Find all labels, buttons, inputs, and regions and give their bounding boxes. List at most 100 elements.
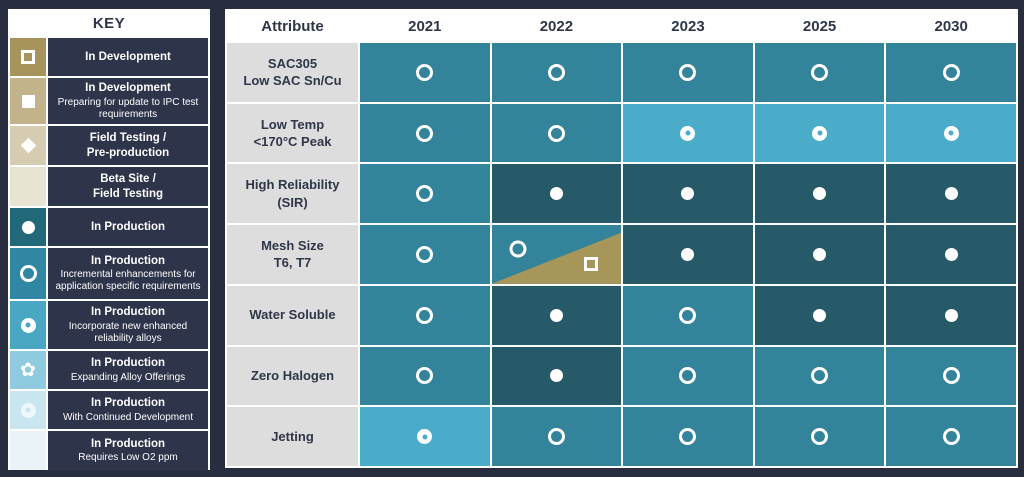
key-swatch [10,431,46,470]
key-item-label: In Production Incremental enhancements fo… [48,248,208,299]
key-item-subtitle: Incremental enhancements for application… [55,269,201,293]
key-title: KEY [10,11,208,36]
status-cell [360,164,490,224]
status-cell [491,285,622,345]
status-cell [623,346,753,406]
open-square-icon [21,50,35,64]
attribute-cell: SAC305 Low SAC Sn/Cu [227,43,358,102]
key-panel: KEY In Development In Development Preparin… [8,9,210,470]
status-cell [491,164,622,224]
filled-circle-icon [549,369,563,383]
bullseye-icon [417,429,433,445]
key-item-title: Beta Site / Field Testing [92,172,164,200]
key-item-label: In Production Requires Low O2 ppm [48,431,208,470]
key-swatch [10,248,46,299]
status-cell [754,225,885,284]
key-item-subtitle: Expanding Alloy Offerings [70,371,186,383]
status-cell [360,285,490,345]
status-cell [623,225,753,284]
filled-circle-icon [549,308,563,322]
open-circle-icon [811,63,829,81]
filled-diamond-icon [20,137,36,154]
status-cell [360,103,490,163]
open-circle-icon [547,428,565,446]
open-circle-icon [679,428,697,446]
status-cell [360,407,490,466]
bullseye-icon [943,125,959,141]
filled-circle-icon [813,187,827,201]
status-cell [886,43,1016,102]
filled-circle-icon [681,247,695,261]
open-circle-icon [416,63,434,81]
column-header-year: 2022 [491,11,622,41]
key-item-title: In Production [90,437,166,450]
status-cell [491,43,622,102]
status-cell [754,407,885,466]
attribute-cell: Water Soluble [227,285,358,345]
key-item-title: In Development [85,82,171,95]
open-circle-icon [547,124,565,142]
column-header-attribute: Attribute [227,11,358,41]
status-cell [623,407,753,466]
key-item-title: Field Testing / Pre-production [86,131,170,159]
key-item-title: In Production [90,357,166,370]
open-circle-icon [547,63,565,81]
key-swatch [10,126,46,165]
filled-circle-icon [21,220,35,234]
status-cell [623,103,753,163]
open-circle-icon [679,367,697,385]
status-cell [491,225,622,284]
key-item-subtitle: With Continued Development [62,411,194,423]
key-swatch [10,208,46,246]
open-circle-icon [942,63,960,81]
filled-circle-icon [944,187,958,201]
key-swatch [10,167,46,206]
status-cell [886,407,1016,466]
roadmap-table: Attribute 2021 2022 2023 2025 2030 SAC305 Low … [225,9,1018,468]
bullseye-icon [20,317,36,333]
open-circle-icon [509,240,526,258]
key-item-label: In Production Incorporate new enhanced re… [48,301,208,349]
status-cell [886,225,1016,284]
key-item-title: In Production [90,220,166,233]
key-item-subtitle: Incorporate new enhanced reliability all… [68,320,188,344]
attribute-cell: Zero Halogen [227,346,358,406]
attribute-cell: Mesh Size T6, T7 [227,225,358,284]
key-item: In Development Preparing for update to IP… [10,78,208,124]
status-cell [886,346,1016,406]
status-cell [360,225,490,284]
key-item: Beta Site / Field Testing [10,167,208,206]
filled-circle-icon [944,308,958,322]
open-circle-icon [416,367,434,385]
status-cell [623,285,753,345]
status-cell [754,43,885,102]
status-cell [754,346,885,406]
status-cell [360,346,490,406]
key-item: In Production Incorporate new enhanced re… [10,301,208,349]
key-swatch [10,38,46,76]
column-header-year: 2021 [360,11,490,41]
open-circle-icon [679,63,697,81]
status-cell [886,164,1016,224]
bullseye-icon [812,125,828,141]
status-cell [886,103,1016,163]
bullseye-icon [680,125,696,141]
filled-square-icon [21,94,35,108]
filled-circle-icon [813,308,827,322]
open-circle-icon [416,245,434,263]
column-header-year: 2030 [886,11,1016,41]
key-item-title: In Production [90,254,166,267]
open-square-icon [584,256,599,271]
key-item-subtitle: Requires Low O2 ppm [78,452,178,464]
open-circle-icon [811,367,829,385]
status-cell [754,285,885,345]
filled-circle-icon [813,247,827,261]
attribute-cell: High Reliability (SIR) [227,164,358,224]
key-item-subtitle: Preparing for update to IPC test require… [57,96,199,120]
key-item-label: In Production Expanding Alloy Offerings [48,351,208,389]
key-item-label: Beta Site / Field Testing [48,167,208,206]
key-swatch [10,391,46,429]
open-circle-icon [19,265,37,282]
open-circle-icon [942,428,960,446]
status-cell [360,43,490,102]
